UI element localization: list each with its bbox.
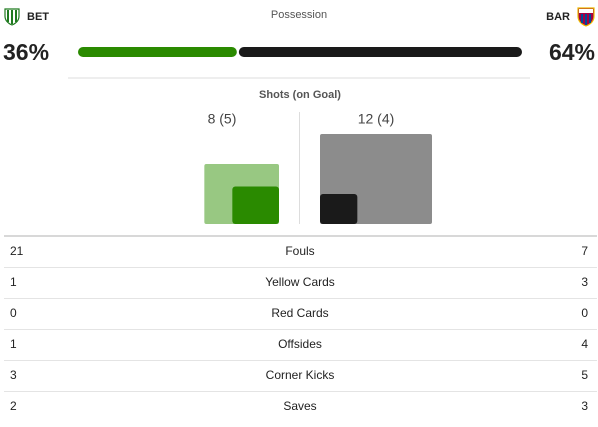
- home-stat: 3: [10, 368, 17, 382]
- shots-title: Shots (on Goal): [259, 89, 341, 101]
- home-logo: [4, 8, 20, 26]
- away-stat: 7: [581, 244, 588, 258]
- home-shots-label: 8 (5): [208, 111, 237, 127]
- stat-label: Corner Kicks: [266, 368, 335, 382]
- away-stat: 3: [581, 399, 588, 413]
- home-stat: 2: [10, 399, 17, 413]
- away-logo: [577, 7, 595, 27]
- away-on-goal-bar: [320, 194, 358, 224]
- away-shots-label: 12 (4): [358, 111, 395, 127]
- home-on-goal-bar: [232, 186, 279, 224]
- away-stat: 3: [581, 275, 588, 289]
- home-stat: 1: [10, 275, 17, 289]
- stat-label: Fouls: [285, 244, 314, 258]
- away-stat: 0: [581, 306, 588, 320]
- home-possession: 36%: [3, 39, 49, 65]
- away-possession-bar: [238, 47, 522, 57]
- home-stat: 21: [10, 244, 24, 258]
- away-stat: 5: [581, 368, 588, 382]
- stat-label: Offsides: [278, 337, 322, 351]
- home-possession-bar: [78, 47, 237, 57]
- stat-label: Yellow Cards: [265, 275, 335, 289]
- home-stat: 1: [10, 337, 17, 351]
- home-stat: 0: [10, 306, 17, 320]
- away-stat: 4: [581, 337, 588, 351]
- stat-label: Red Cards: [271, 306, 328, 320]
- away-team: BAR: [546, 11, 570, 23]
- home-team: BET: [27, 11, 49, 23]
- stat-label: Saves: [283, 399, 316, 413]
- possession-title: Possession: [271, 9, 327, 21]
- away-possession: 64%: [549, 39, 595, 65]
